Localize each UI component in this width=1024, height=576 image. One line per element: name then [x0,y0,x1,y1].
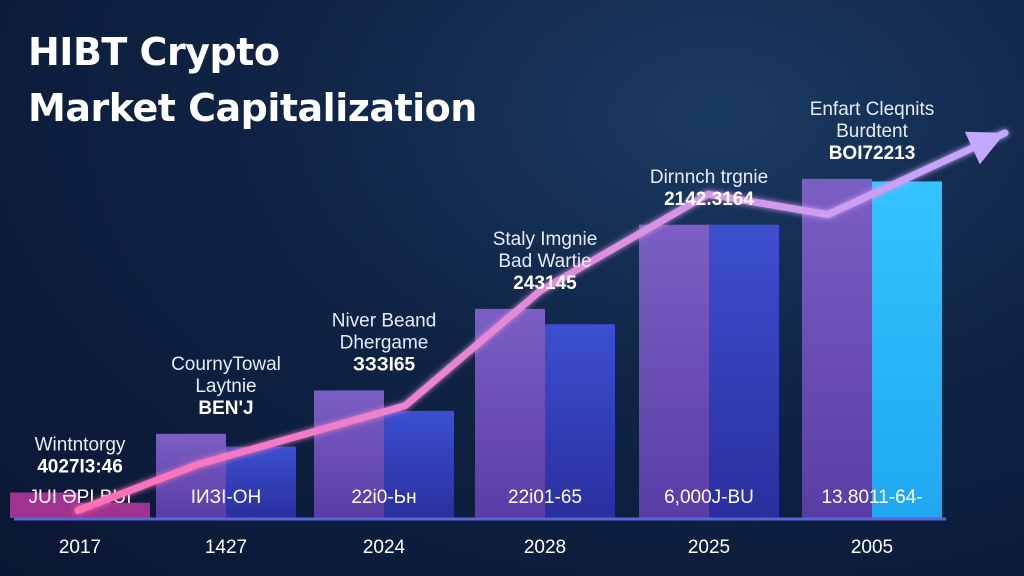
chart-title-line-2: Market Capitalization [28,86,477,130]
chart-title: HIBT Crypto Market Capitalization [28,24,477,136]
annotation-0-line-0: Wintntorgy [35,435,126,456]
annotation-5-line-0: Enfart Cleqnits [810,99,935,120]
annotation-2-value: ЗЗЗІ65 [353,355,416,376]
x-tick-3: 2028 [524,537,566,558]
annotation-1-line-1: Laytnie [195,376,256,397]
bar-0-left [10,492,80,518]
annotation-0-value: 4027І3:46 [37,457,123,478]
bar-value-label-1: ІИЗI-ОН [191,487,262,508]
bar-4-right [709,224,779,518]
chart-title-line-1: HIBT Crypto [28,30,280,74]
annotation-4-value: 2142.3164 [664,189,754,210]
x-tick-1: 1427 [205,537,247,558]
bar-2-right [384,410,454,518]
annotation-5-line-1: Burdtent [836,121,909,142]
annotation-2-line-0: Niver Beand [332,311,437,332]
bar-value-label-5: 13.8011-64- [821,487,922,508]
bar-5-left [802,178,872,518]
bar-value-label-3: 22і01-65 [508,487,582,508]
annotation-1-line-0: CournyTowal [171,354,281,375]
bar-value-label-2: 22і0-Ьн [351,487,416,508]
annotation-1-value: BEN'J [198,398,253,419]
trend-arrow-head [964,131,1005,165]
bar-5-right [872,181,942,518]
x-tick-2: 2024 [363,537,406,558]
bar-4-left [639,224,709,518]
annotation-3-line-0: Staly Imgnie [493,229,598,250]
trend-line-path [74,129,1009,514]
annotation-5-value: BOI72213 [829,143,916,164]
trend-line [74,129,1009,514]
x-axis-ticks: 2017 1427 2024 2028 2025 2005 [59,537,893,558]
bar-3-left [475,308,545,518]
annotation-4-line-0: Dirnnch trgnie [650,167,768,188]
bar-value-label-4: 6,000Ј-ВU [664,487,754,508]
bar-1-right [226,446,296,518]
x-tick-5: 2005 [851,537,893,558]
bar-value-labels: JUI ƏPI BUI ІИЗI-ОН 22і0-Ьн 22і01-65 6,000Ј-… [29,487,923,508]
annotation-2-line-1: Dhergame [340,333,429,354]
x-tick-4: 2025 [688,537,730,558]
annotation-3-line-1: Bad Wartie [498,251,591,272]
annotation-3-value: 243145 [513,273,577,294]
bar-3-right [545,324,615,518]
x-tick-0: 2017 [59,537,101,558]
